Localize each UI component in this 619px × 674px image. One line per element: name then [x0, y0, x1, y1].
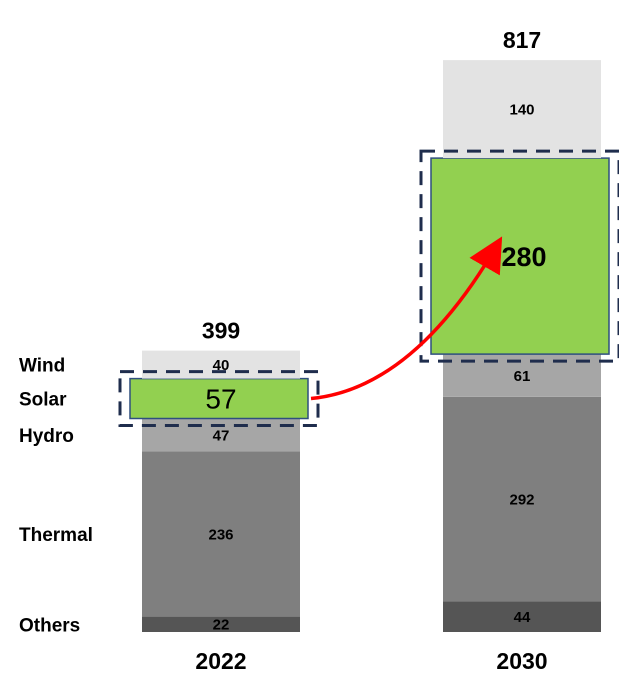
bar-wind-2030: [443, 60, 601, 159]
value-label-hydro-2030: 61: [514, 368, 531, 385]
bar-solar-2030: [430, 157, 610, 355]
bars-group: [129, 60, 610, 632]
legend-label-others: Others: [19, 615, 80, 636]
value-label-wind-2030: 140: [509, 102, 534, 119]
x-tick-label-2022: 2022: [195, 648, 246, 674]
bar-wind-2022: [142, 350, 300, 379]
bar-thermal-2030: [443, 396, 601, 602]
legend-label-thermal: Thermal: [19, 525, 93, 546]
value-label-thermal-2022: 236: [208, 526, 233, 543]
highlight-group: [118, 149, 619, 428]
growth-arrow: [310, 236, 503, 401]
highlight-box-solar-2022: [118, 370, 320, 428]
bar-solar-2022: [129, 377, 309, 420]
labels-group: 22 236 47 57 40 399 2022 44 292 61 280 140 817 2030 Ot…: [19, 27, 548, 674]
legend-label-solar: Solar: [19, 390, 67, 411]
bar-others-2022: [142, 616, 300, 632]
value-label-thermal-2030: 292: [509, 491, 534, 508]
highlight-box-solar-2030: [419, 149, 619, 363]
value-label-others-2022: 22: [213, 617, 230, 634]
total-label-2030: 817: [503, 27, 541, 53]
value-label-solar-2030: 280: [501, 242, 546, 272]
legend-label-hydro: Hydro: [19, 426, 74, 447]
legend-label-wind: Wind: [19, 356, 65, 377]
value-label-wind-2022: 40: [213, 357, 230, 374]
total-label-2022: 399: [202, 318, 240, 344]
x-tick-label-2030: 2030: [496, 648, 547, 674]
bar-thermal-2022: [142, 451, 300, 617]
value-label-hydro-2022: 47: [213, 427, 230, 444]
bar-others-2030: [443, 601, 601, 632]
bar-hydro-2022: [142, 418, 300, 452]
value-label-solar-2022: 57: [205, 384, 236, 415]
value-label-others-2030: 44: [514, 609, 531, 626]
